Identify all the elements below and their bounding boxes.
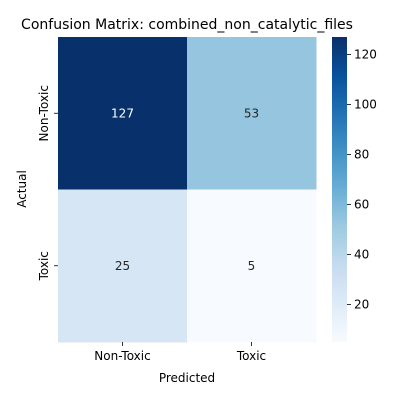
colorbar: 20 40 60 80 100 120 xyxy=(332,37,377,342)
colorbar-tick-label: 20 xyxy=(354,298,369,312)
colorbar-tick-label: 100 xyxy=(354,98,377,112)
y-axis-label: Actual xyxy=(15,170,29,208)
heatmap-cell xyxy=(187,189,317,343)
cell-value-label: 53 xyxy=(244,106,259,120)
x-tick-label: Toxic xyxy=(236,349,266,363)
heatmap-cell xyxy=(58,189,188,343)
colorbar-tick-label: 80 xyxy=(354,148,369,162)
heatmap-cell xyxy=(187,37,317,190)
colorbar-ticks: 20 40 60 80 100 120 xyxy=(347,48,377,312)
y-tick-label: Toxic xyxy=(37,251,51,281)
colorbar-tick-label: 40 xyxy=(354,248,369,262)
cell-value-label: 5 xyxy=(248,259,256,273)
x-axis-label: Predicted xyxy=(159,371,215,385)
x-tick-label: Non-Toxic xyxy=(94,349,150,363)
y-tick-label: Non-Toxic xyxy=(37,85,51,141)
cell-value-label: 127 xyxy=(111,106,134,120)
heatmap-cell xyxy=(58,37,188,190)
colorbar-tick-label: 60 xyxy=(354,198,369,212)
colorbar-tick-label: 120 xyxy=(354,48,377,62)
colorbar-gradient xyxy=(332,37,347,342)
cell-value-label: 25 xyxy=(115,259,130,273)
y-tick-labels: Non-Toxic Toxic xyxy=(37,85,58,281)
x-tick-labels: Non-Toxic Toxic xyxy=(94,342,266,363)
heatmap-cells: 127 53 25 5 xyxy=(58,37,317,343)
chart-title: Confusion Matrix: combined_non_catalytic… xyxy=(21,17,353,33)
